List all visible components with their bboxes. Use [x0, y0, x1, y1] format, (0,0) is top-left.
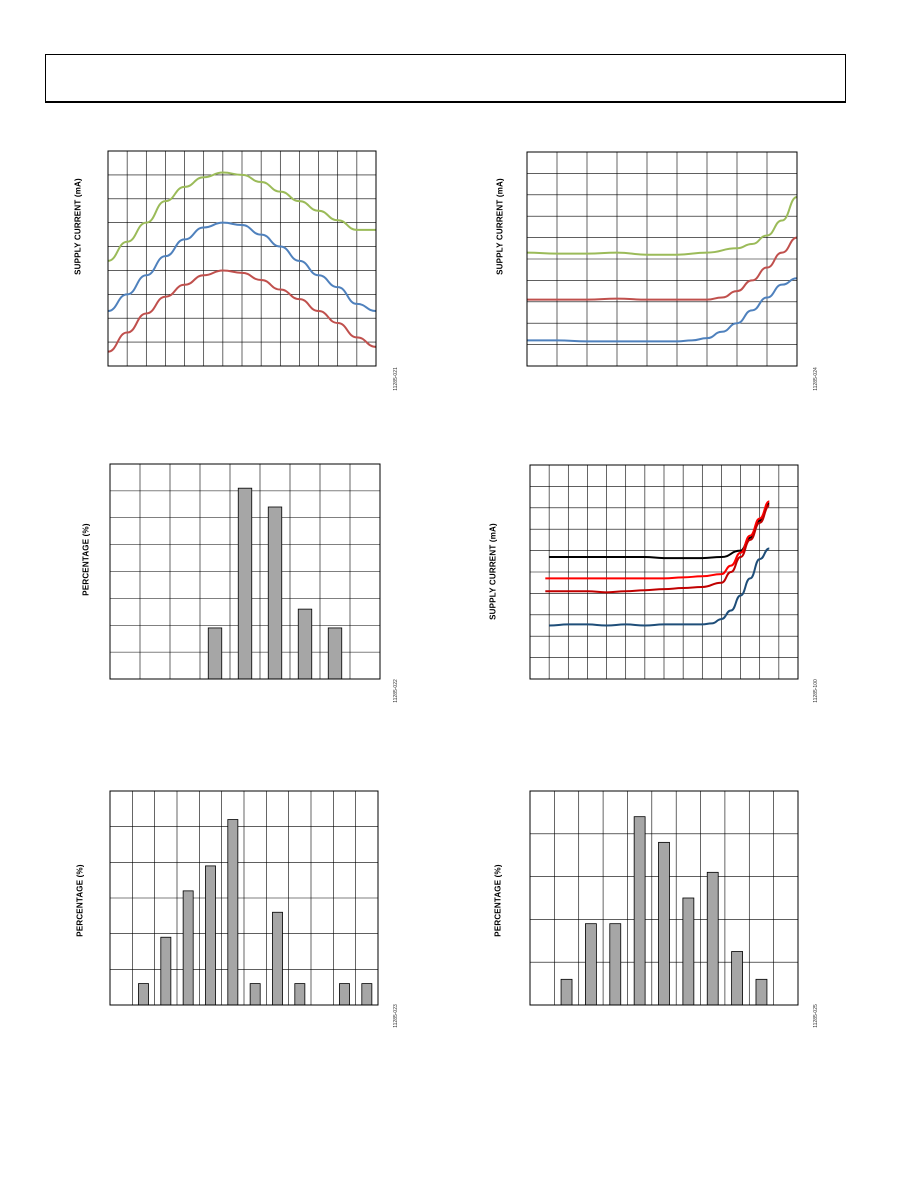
bar	[609, 923, 622, 1006]
bar	[327, 627, 343, 680]
chart-supply-current-1: SUPPLY CURRENT (mA) 11285-021	[60, 140, 399, 400]
chart-supply-current-2: SUPPLY CURRENT (mA) 11285-024	[480, 140, 820, 400]
chart-percentage-2: PERCENTAGE (%) 11285-023	[60, 780, 399, 1040]
series-line	[107, 269, 377, 353]
bar	[160, 936, 172, 1006]
bar	[585, 923, 597, 1006]
bar	[205, 865, 216, 1006]
series-line	[107, 171, 376, 262]
bar	[339, 983, 350, 1006]
chart-plot-area	[107, 150, 377, 367]
bar	[272, 911, 283, 1006]
plot-frame	[529, 790, 799, 1006]
bar	[731, 951, 743, 1006]
series-line	[107, 221, 377, 313]
series-line	[526, 195, 798, 256]
bar	[138, 983, 149, 1006]
grid-lines	[108, 151, 376, 366]
chart-percentage-3: PERCENTAGE (%) 11285-025	[480, 780, 820, 1040]
plot-frame	[109, 790, 379, 1006]
chart-plot-area	[529, 464, 799, 680]
chart-supply-current-3: SUPPLY CURRENT (mA) 11285-100	[480, 455, 820, 715]
chart-plot-area	[109, 463, 381, 680]
bar	[294, 983, 306, 1006]
series-line	[545, 500, 770, 580]
series-line	[549, 547, 770, 627]
plot-frame	[526, 151, 798, 367]
plot-frame	[109, 463, 381, 680]
plot-frame	[107, 150, 377, 367]
grid-lines	[530, 465, 798, 679]
series-line	[526, 236, 798, 301]
chart-plot-area	[526, 151, 798, 367]
figure-id: 11285-022	[393, 679, 399, 703]
series-line	[527, 277, 798, 343]
chart-plot-area	[529, 790, 799, 1006]
grid-lines	[110, 791, 378, 1005]
bar	[227, 819, 239, 1006]
chart-percentage-1: PERCENTAGE (%) 11285-022	[60, 455, 399, 715]
bar	[755, 978, 768, 1006]
page-header-box	[45, 54, 846, 103]
series-line	[545, 504, 770, 594]
bar	[182, 890, 194, 1006]
bar	[633, 816, 646, 1006]
bar	[267, 506, 283, 680]
bar	[249, 983, 261, 1006]
bar	[706, 871, 719, 1006]
bar	[658, 841, 670, 1006]
bar	[207, 627, 223, 680]
bar	[361, 983, 373, 1006]
chart-plot-area	[109, 790, 379, 1006]
bar	[682, 897, 695, 1006]
figure-id: 11285-023	[393, 1004, 399, 1028]
series-line	[549, 502, 770, 560]
bar	[237, 487, 253, 680]
figure-id: 11285-021	[393, 367, 399, 391]
plot-frame	[529, 464, 799, 680]
bar	[297, 608, 313, 680]
bar	[560, 978, 573, 1006]
grid-lines	[527, 152, 797, 366]
